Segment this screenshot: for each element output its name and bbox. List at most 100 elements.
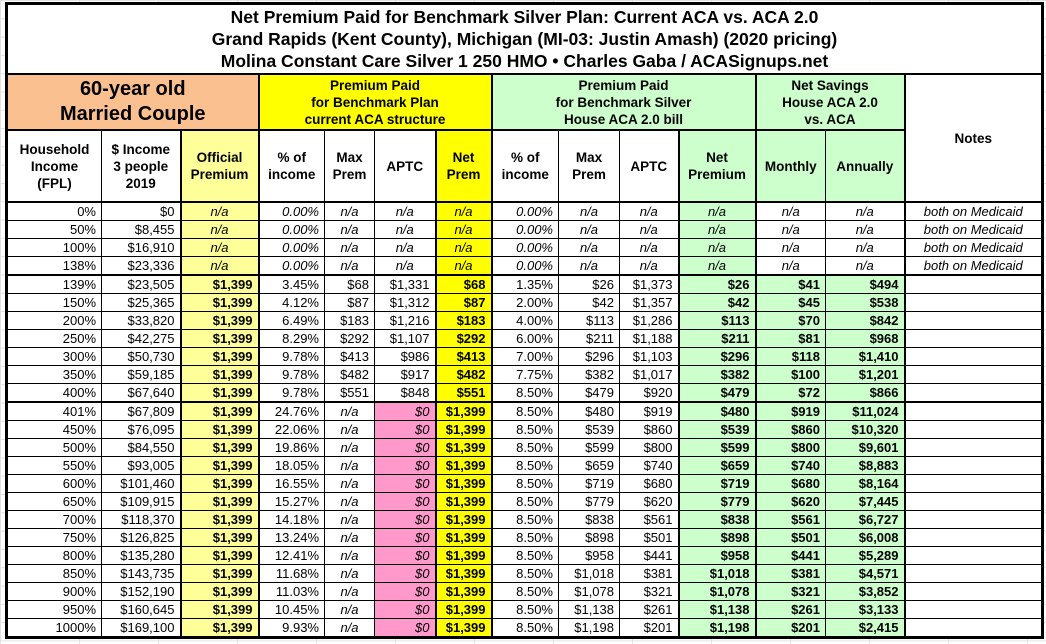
cell-notes[interactable] bbox=[903, 582, 1043, 601]
cell-aca2_aptc[interactable]: $680 bbox=[619, 474, 679, 493]
cell-income[interactable]: $23,336 bbox=[101, 256, 181, 276]
cell-aca_aptc[interactable]: n/a bbox=[374, 256, 436, 276]
cell-official[interactable]: $1,399 bbox=[179, 311, 260, 330]
cell-annually[interactable]: $7,445 bbox=[825, 492, 905, 511]
cell-aca2_net[interactable]: $779 bbox=[677, 492, 757, 511]
cell-annually[interactable]: $5,289 bbox=[825, 546, 905, 565]
cell-notes[interactable] bbox=[903, 456, 1043, 475]
cell-income[interactable]: $169,100 bbox=[101, 618, 181, 638]
cell-aca_pct[interactable]: 15.27% bbox=[258, 492, 325, 511]
cell-aca2_pct[interactable]: 8.50% bbox=[491, 492, 559, 511]
cell-aca2_pct[interactable]: 4.00% bbox=[491, 311, 559, 330]
cell-income[interactable]: $109,915 bbox=[101, 492, 181, 511]
cell-aca2_aptc[interactable]: $561 bbox=[619, 510, 679, 529]
cell-aca_pct[interactable]: 11.03% bbox=[258, 582, 325, 601]
cell-aca_net[interactable]: $1,399 bbox=[434, 492, 493, 511]
cell-aca2_max[interactable]: n/a bbox=[558, 201, 620, 221]
cell-monthly[interactable]: $620 bbox=[755, 492, 826, 511]
cell-aca_aptc[interactable]: $0 bbox=[374, 438, 436, 457]
cell-aca2_pct[interactable]: 8.50% bbox=[491, 510, 559, 529]
cell-annually[interactable]: $842 bbox=[825, 311, 905, 330]
cell-aca_max[interactable]: n/a bbox=[324, 474, 375, 493]
cell-annually[interactable]: $3,133 bbox=[825, 600, 905, 619]
cell-aca_max[interactable]: $68 bbox=[324, 274, 375, 294]
cell-aca_max[interactable]: n/a bbox=[324, 438, 375, 457]
cell-aca_net[interactable]: $1,399 bbox=[434, 546, 493, 565]
cell-aca_max[interactable]: n/a bbox=[324, 401, 375, 421]
column-header-fpl[interactable]: Household Income (FPL) bbox=[6, 129, 102, 203]
cell-income[interactable]: $76,095 bbox=[101, 420, 181, 439]
cell-notes[interactable]: both on Medicaid bbox=[903, 256, 1043, 276]
cell-annually[interactable]: $8,883 bbox=[825, 456, 905, 475]
cell-annually[interactable]: n/a bbox=[825, 220, 905, 239]
cell-notes[interactable] bbox=[903, 365, 1043, 384]
cell-notes[interactable] bbox=[903, 510, 1043, 529]
cell-aca2_max[interactable]: $479 bbox=[558, 383, 620, 403]
cell-income[interactable]: $23,505 bbox=[101, 274, 181, 294]
cell-aca2_net[interactable]: $838 bbox=[677, 510, 757, 529]
cell-aca_max[interactable]: $551 bbox=[324, 383, 375, 403]
cell-notes[interactable]: both on Medicaid bbox=[903, 220, 1043, 239]
cell-aca_aptc[interactable]: $0 bbox=[374, 528, 436, 547]
cell-aca_aptc[interactable]: n/a bbox=[374, 238, 436, 257]
cell-aca2_pct[interactable]: 2.00% bbox=[491, 293, 559, 312]
cell-fpl[interactable]: 138% bbox=[6, 256, 102, 276]
cell-aca_pct[interactable]: 18.05% bbox=[258, 456, 325, 475]
cell-official[interactable]: $1,399 bbox=[179, 600, 260, 619]
cell-official[interactable]: $1,399 bbox=[179, 456, 260, 475]
cell-aca2_pct[interactable]: 0.00% bbox=[491, 201, 559, 221]
cell-aca_max[interactable]: n/a bbox=[324, 492, 375, 511]
cell-income[interactable]: $67,809 bbox=[101, 401, 181, 421]
cell-annually[interactable]: $2,415 bbox=[825, 618, 905, 638]
cell-aca2_max[interactable]: $838 bbox=[558, 510, 620, 529]
cell-monthly[interactable]: $100 bbox=[755, 365, 826, 384]
cell-aca2_aptc[interactable]: n/a bbox=[619, 201, 679, 221]
cell-aca_pct[interactable]: 13.24% bbox=[258, 528, 325, 547]
cell-aca_pct[interactable]: 9.78% bbox=[258, 347, 325, 366]
column-header-notes[interactable]: Notes bbox=[903, 73, 1044, 203]
cell-aca2_pct[interactable]: 8.50% bbox=[491, 474, 559, 493]
cell-aca2_aptc[interactable]: $1,286 bbox=[619, 311, 679, 330]
cell-aca2_max[interactable]: $599 bbox=[558, 438, 620, 457]
cell-monthly[interactable]: $118 bbox=[755, 347, 826, 366]
cell-aca2_net[interactable]: $479 bbox=[677, 383, 757, 403]
cell-monthly[interactable]: $72 bbox=[755, 383, 826, 403]
cell-aca_pct[interactable]: 9.78% bbox=[258, 383, 325, 403]
cell-aca_max[interactable]: $413 bbox=[324, 347, 375, 366]
cell-aca2_max[interactable]: $113 bbox=[558, 311, 620, 330]
cell-monthly[interactable]: $381 bbox=[755, 564, 826, 583]
cell-notes[interactable] bbox=[903, 546, 1043, 565]
cell-aca2_aptc[interactable]: n/a bbox=[619, 256, 679, 276]
cell-fpl[interactable]: 200% bbox=[6, 311, 102, 330]
cell-aca2_pct[interactable]: 8.50% bbox=[491, 546, 559, 565]
cell-aca_aptc[interactable]: $0 bbox=[374, 564, 436, 583]
cell-annually[interactable]: $1,410 bbox=[825, 347, 905, 366]
cell-aca_net[interactable]: $1,399 bbox=[434, 582, 493, 601]
cell-aca2_pct[interactable]: 8.50% bbox=[491, 383, 559, 403]
cell-aca2_aptc[interactable]: $919 bbox=[619, 401, 679, 421]
cell-aca2_aptc[interactable]: $381 bbox=[619, 564, 679, 583]
cell-aca_aptc[interactable]: n/a bbox=[374, 201, 436, 221]
cell-aca_pct[interactable]: 8.29% bbox=[258, 329, 325, 348]
cell-aca_aptc[interactable]: $1,216 bbox=[374, 311, 436, 330]
cell-notes[interactable] bbox=[903, 564, 1043, 583]
cell-aca_pct[interactable]: 3.45% bbox=[258, 274, 325, 294]
cell-aca2_net[interactable]: $659 bbox=[677, 456, 757, 475]
cell-aca_aptc[interactable]: $1,331 bbox=[374, 274, 436, 294]
cell-notes[interactable] bbox=[903, 438, 1043, 457]
cell-aca2_max[interactable]: $382 bbox=[558, 365, 620, 384]
cell-aca2_aptc[interactable]: $860 bbox=[619, 420, 679, 439]
column-header-savings-monthly[interactable]: Monthly bbox=[755, 129, 826, 203]
cell-fpl[interactable]: 800% bbox=[6, 546, 102, 565]
cell-aca_net[interactable]: $1,399 bbox=[434, 474, 493, 493]
cell-aca2_pct[interactable]: 0.00% bbox=[491, 220, 559, 239]
cell-aca_pct[interactable]: 4.12% bbox=[258, 293, 325, 312]
cell-aca_pct[interactable]: 0.00% bbox=[258, 220, 325, 239]
cell-income[interactable]: $118,370 bbox=[101, 510, 181, 529]
cell-aca_pct[interactable]: 6.49% bbox=[258, 311, 325, 330]
cell-aca2_net[interactable]: $958 bbox=[677, 546, 757, 565]
cell-aca2_aptc[interactable]: $920 bbox=[619, 383, 679, 403]
cell-aca_max[interactable]: $482 bbox=[324, 365, 375, 384]
cell-official[interactable]: $1,399 bbox=[179, 383, 260, 403]
column-header-aca2-max-prem[interactable]: Max Prem bbox=[558, 129, 620, 203]
